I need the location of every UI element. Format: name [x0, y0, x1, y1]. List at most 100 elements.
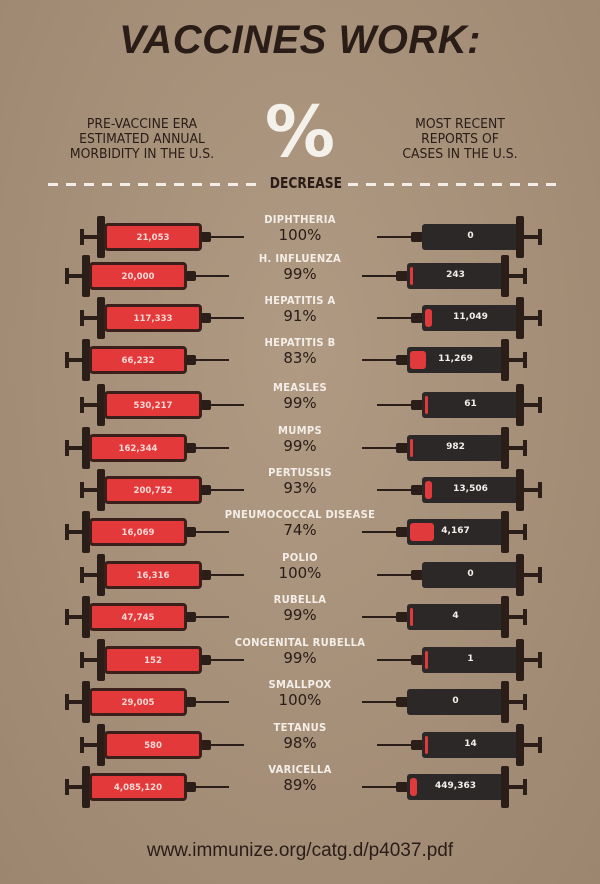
hub-icon	[411, 232, 423, 242]
pre-vaccine-syringe: 152	[0, 639, 260, 681]
hub-icon	[411, 400, 423, 410]
recent-syringe: 11,269	[0, 339, 600, 381]
flange-icon	[516, 724, 524, 766]
dark-barrel: 11,049	[422, 305, 519, 331]
flange-icon	[97, 639, 105, 681]
plunger-rod-icon	[65, 358, 85, 362]
dark-barrel: 982	[407, 435, 504, 461]
disease-name: SMALLPOX	[268, 679, 332, 691]
residual-fill	[410, 523, 434, 541]
pre-vaccine-syringe: 580	[0, 724, 260, 766]
needle-icon	[362, 701, 396, 703]
residual-fill	[425, 651, 428, 669]
plunger-rod-icon	[522, 743, 540, 747]
dark-barrel: 4,167	[407, 519, 504, 545]
recent-count: 4	[452, 611, 459, 621]
pre-vaccine-count: 16,316	[136, 571, 170, 581]
needle-icon	[377, 404, 411, 406]
red-barrel: 16,316	[104, 561, 202, 589]
red-barrel: 152	[104, 646, 202, 674]
hub-icon	[411, 485, 423, 495]
residual-fill	[425, 396, 428, 414]
hub-icon	[396, 782, 408, 792]
needle-icon	[210, 317, 244, 319]
pre-vaccine-count: 530,217	[133, 401, 173, 411]
pre-vaccine-syringe: 47,745	[0, 596, 260, 638]
hub-icon	[201, 740, 211, 750]
flange-icon	[501, 427, 509, 469]
recent-syringe: 449,363	[0, 766, 600, 808]
hub-icon	[411, 313, 423, 323]
pre-vaccine-count: 47,745	[121, 613, 155, 623]
needle-icon	[377, 574, 411, 576]
disease-row: 20,000 H. INFLUENZA 99% 243	[0, 253, 600, 297]
plunger-rod-icon	[522, 658, 540, 662]
plunger-rod-icon	[522, 403, 540, 407]
residual-fill	[425, 736, 428, 754]
needle-icon	[362, 275, 396, 277]
needle-icon	[195, 359, 229, 361]
plunger-cap-icon	[523, 694, 527, 710]
plunger-cap-icon	[523, 440, 527, 456]
dark-barrel: 4	[407, 604, 504, 630]
needle-icon	[362, 531, 396, 533]
needle-icon	[362, 359, 396, 361]
disease-name: PNEUMOCOCCAL DISEASE	[224, 509, 376, 521]
disease-row: 200,752 PERTUSSIS 93% 13,506	[0, 467, 600, 511]
plunger-rod-icon	[65, 530, 85, 534]
recent-syringe: 0	[0, 681, 600, 723]
hub-icon	[396, 355, 408, 365]
recent-syringe: 11,049	[0, 297, 600, 339]
plunger-rod-icon	[507, 700, 525, 704]
hub-icon	[186, 355, 196, 365]
dark-barrel: 13,506	[422, 477, 519, 503]
red-barrel: 580	[104, 731, 202, 759]
red-barrel: 66,232	[89, 346, 187, 374]
hub-icon	[396, 271, 408, 281]
needle-icon	[195, 616, 229, 618]
plunger-rod-icon	[507, 785, 525, 789]
hub-icon	[186, 697, 196, 707]
header-line: MOST RECENT	[415, 116, 505, 132]
disease-name: POLIO	[282, 552, 318, 564]
flange-icon	[97, 297, 105, 339]
percent-decrease: 89%	[283, 776, 317, 794]
percent-decrease: 100%	[278, 564, 322, 582]
pre-vaccine-count: 580	[144, 741, 162, 751]
pre-vaccine-syringe: 162,344	[0, 427, 260, 469]
disease-name: PERTUSSIS	[268, 467, 332, 479]
needle-icon	[195, 275, 229, 277]
recent-syringe: 13,506	[0, 469, 600, 511]
plunger-rod-icon	[80, 743, 100, 747]
pre-vaccine-count: 4,085,120	[113, 783, 163, 793]
disease-name: H. INFLUENZA	[258, 253, 342, 265]
disease-row: 580 TETANUS 98% 14	[0, 722, 600, 766]
flange-icon	[97, 469, 105, 511]
plunger-rod-icon	[80, 403, 100, 407]
recent-count: 982	[446, 442, 465, 452]
red-barrel: 200,752	[104, 476, 202, 504]
recent-count: 61	[464, 399, 477, 409]
percent-decrease: 99%	[283, 394, 317, 412]
red-barrel: 162,344	[89, 434, 187, 462]
hub-icon	[411, 570, 423, 580]
recent-syringe: 0	[0, 216, 600, 258]
plunger-rod-icon	[80, 658, 100, 662]
flange-icon	[82, 255, 90, 297]
pre-vaccine-count: 200,752	[133, 486, 173, 496]
percent-decrease: 74%	[283, 521, 317, 539]
dark-barrel: 243	[407, 263, 504, 289]
plunger-rod-icon	[507, 446, 525, 450]
disease-row: 29,005 SMALLPOX 100% 0	[0, 679, 600, 723]
hub-icon	[201, 313, 211, 323]
flange-icon	[501, 596, 509, 638]
pre-vaccine-syringe: 16,316	[0, 554, 260, 596]
hub-icon	[186, 612, 196, 622]
percent-decrease: 99%	[283, 606, 317, 624]
needle-icon	[377, 659, 411, 661]
needle-icon	[377, 744, 411, 746]
disease-name: HEPATITIS B	[264, 337, 336, 349]
hub-icon	[201, 400, 211, 410]
red-barrel: 20,000	[89, 262, 187, 290]
needle-icon	[210, 236, 244, 238]
